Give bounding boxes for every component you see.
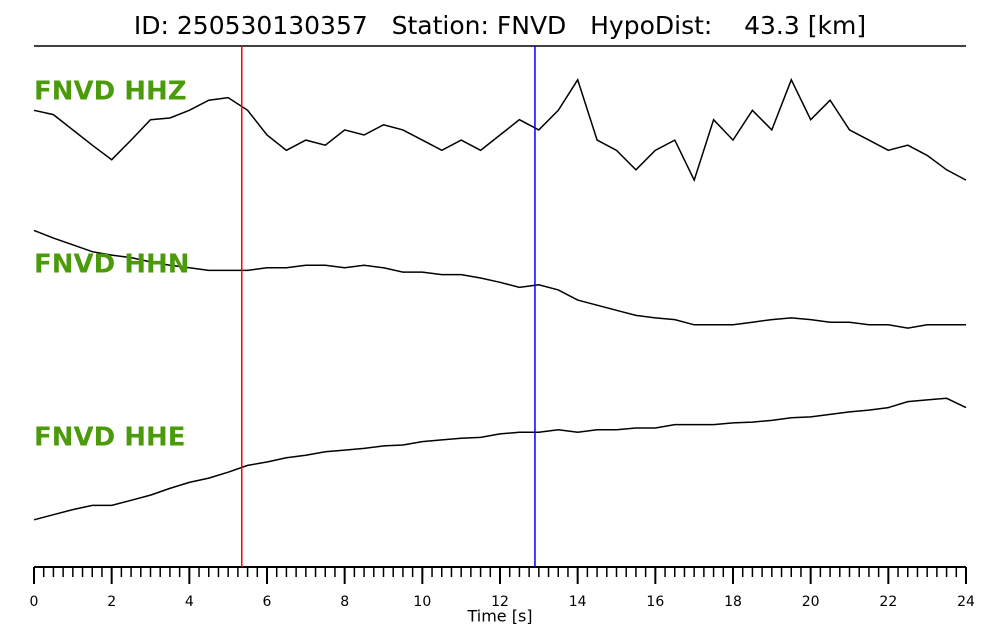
x-tick-label: 24	[957, 594, 975, 610]
x-axis-label: Time [s]	[466, 607, 532, 626]
x-tick-label: 4	[185, 594, 194, 610]
x-tick-label: 20	[802, 594, 820, 610]
x-tick-label: 14	[569, 594, 587, 610]
trace	[33, 77, 967, 183]
trace-label: FNVD HHZ	[34, 77, 187, 107]
x-tick-label: 2	[107, 594, 116, 610]
x-tick-label: 6	[263, 594, 272, 610]
trace	[33, 397, 967, 521]
x-tick-label: 16	[646, 594, 664, 610]
x-tick-label: 18	[724, 594, 742, 610]
trace-label: FNVD HHN	[34, 250, 190, 280]
x-tick-label: 12	[491, 594, 509, 610]
x-tick-label: 10	[413, 594, 431, 610]
x-tick-label: 22	[879, 594, 897, 610]
x-tick-label: 8	[340, 594, 349, 610]
x-tick-label: 0	[30, 594, 39, 610]
chart-title: ID: 250530130357 Station: FNVD HypoDist:…	[134, 11, 866, 40]
trace-label: FNVD HHE	[34, 423, 186, 453]
trace	[33, 229, 966, 329]
